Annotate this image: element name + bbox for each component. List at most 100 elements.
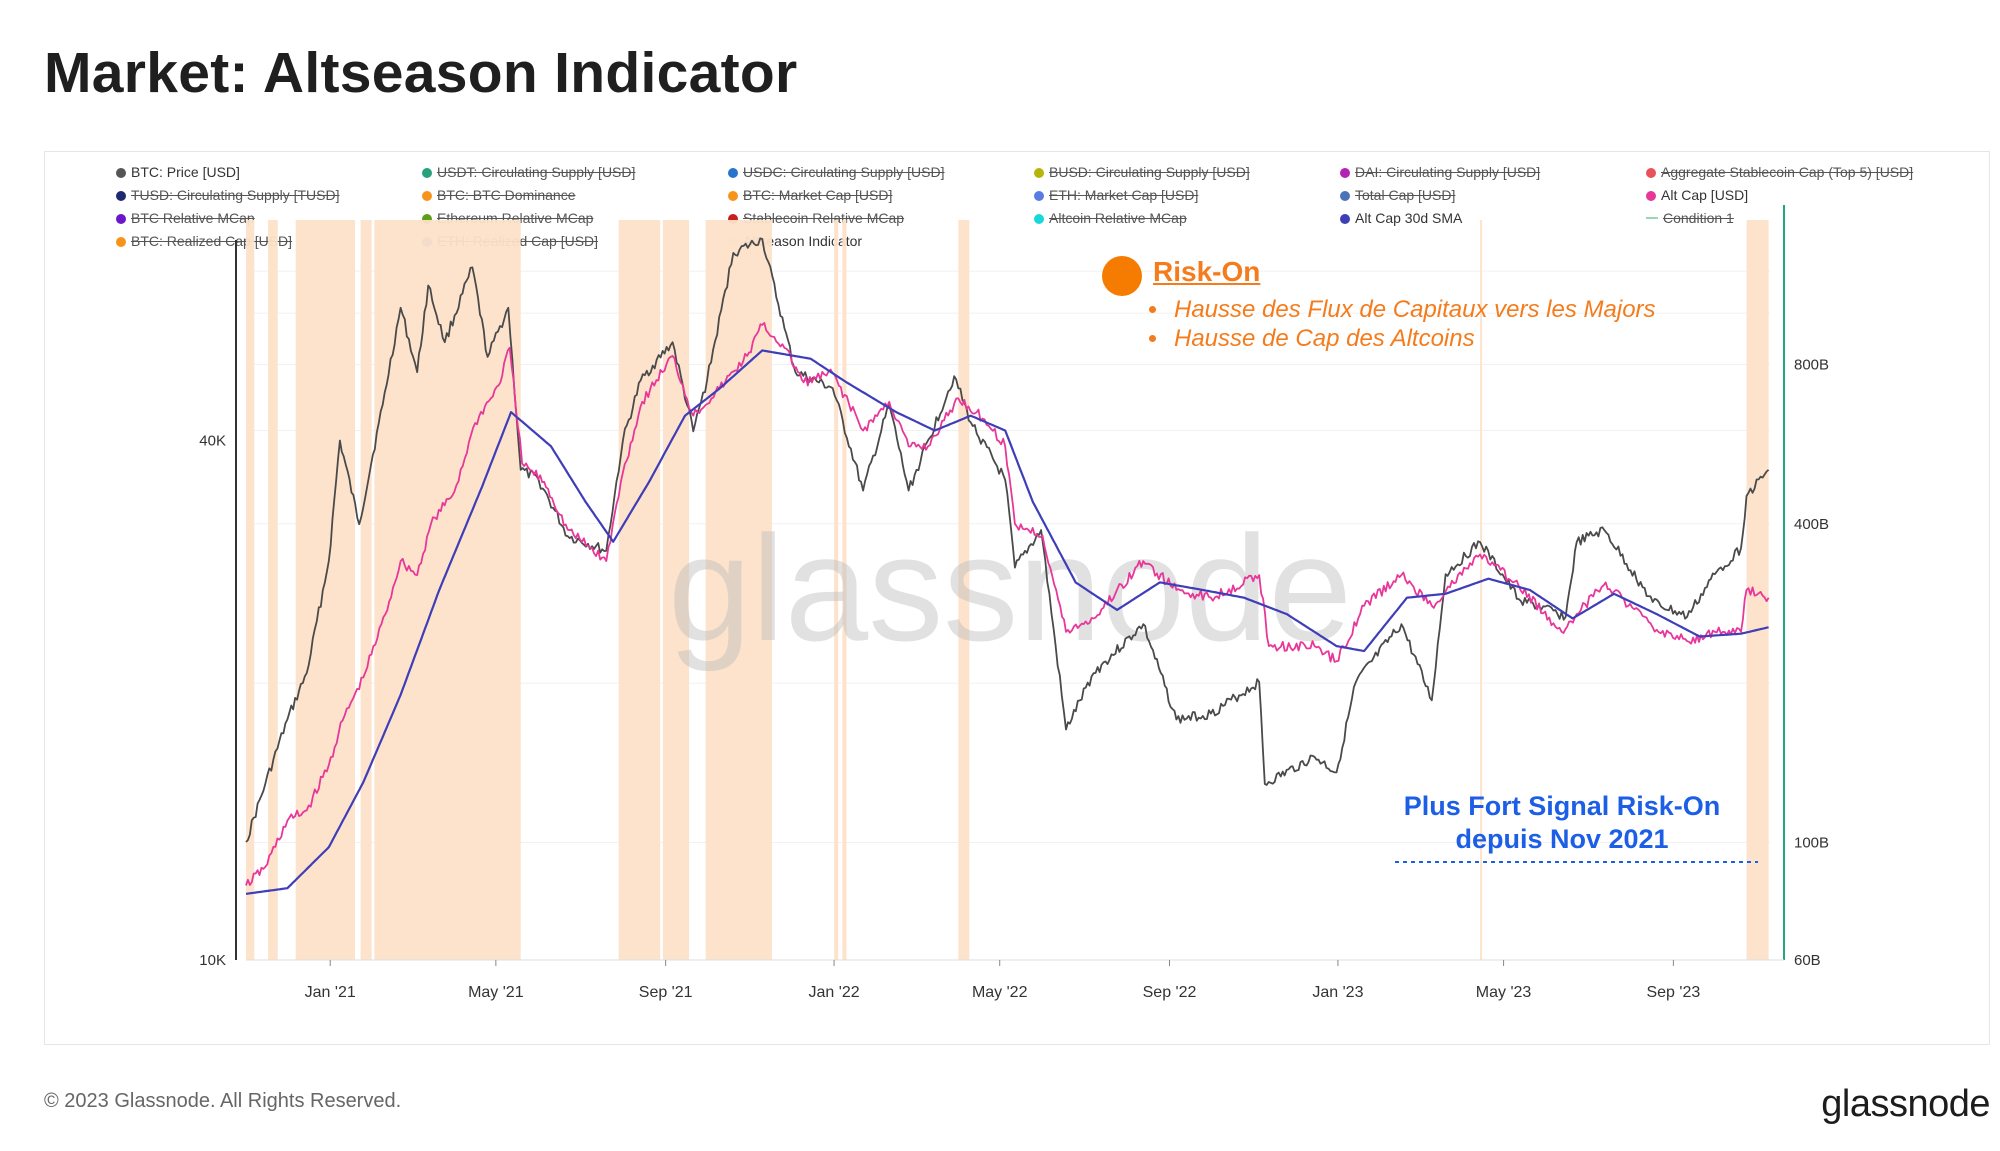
x-tick-label: Sep '22 bbox=[1143, 984, 1197, 1001]
legend-item[interactable]: DAI: Circulating Supply [USD] bbox=[1340, 162, 1540, 182]
legend-label: BTC: Price [USD] bbox=[131, 164, 240, 180]
altseason-band bbox=[618, 220, 661, 960]
y-left-tick-label: 40K bbox=[199, 433, 226, 450]
altseason-band bbox=[1746, 220, 1769, 960]
legend-dot-icon bbox=[1646, 191, 1656, 201]
series-line bbox=[245, 321, 1770, 886]
legend-dot-icon bbox=[1034, 214, 1044, 224]
altseason-band bbox=[958, 220, 970, 960]
y-right-tick-label: 60B bbox=[1794, 952, 1821, 969]
legend-item[interactable]: BTC Relative MCap bbox=[116, 208, 255, 228]
legend-label: Aggregate Stablecoin Cap (Top 5) [USD] bbox=[1661, 164, 1914, 180]
legend-label: Alt Cap [USD] bbox=[1661, 187, 1749, 203]
risk-on-dot-icon bbox=[1102, 256, 1142, 296]
legend-item[interactable]: USDC: Circulating Supply [USD] bbox=[728, 162, 945, 182]
legend-label: BTC: BTC Dominance bbox=[437, 187, 576, 203]
legend-label: Altcoin Relative MCap bbox=[1049, 210, 1187, 226]
legend-dot-icon bbox=[1034, 168, 1044, 178]
legend-dot-icon bbox=[1340, 168, 1350, 178]
series-line bbox=[245, 237, 1770, 843]
legend-item[interactable]: Aggregate Stablecoin Cap (Top 5) [USD] bbox=[1646, 162, 1913, 182]
legend-item[interactable]: BTC: Market Cap [USD] bbox=[728, 185, 892, 205]
y-right-tick-label: 100B bbox=[1794, 835, 1829, 852]
page-title: Market: Altseason Indicator bbox=[44, 41, 798, 105]
legend-dot-icon bbox=[1340, 214, 1350, 224]
x-tick-label: May '21 bbox=[468, 984, 524, 1001]
legend-label: BUSD: Circulating Supply [USD] bbox=[1049, 164, 1250, 180]
legend-label: USDC: Circulating Supply [USD] bbox=[743, 164, 945, 180]
x-tick-label: Jan '22 bbox=[809, 984, 860, 1001]
altseason-band bbox=[705, 220, 772, 960]
legend-dot-icon bbox=[728, 191, 738, 201]
legend-item[interactable]: ETH: Market Cap [USD] bbox=[1034, 185, 1198, 205]
x-tick-label: Jan '21 bbox=[305, 984, 356, 1001]
altseason-band bbox=[360, 220, 372, 960]
glassnode-logo[interactable]: glassnode bbox=[1821, 1083, 1990, 1125]
risk-on-bullet: Hausse des Flux de Capitaux vers les Maj… bbox=[1170, 295, 1656, 324]
x-tick-label: Sep '21 bbox=[639, 984, 693, 1001]
legend-dot-icon bbox=[116, 237, 126, 247]
legend-item[interactable]: Altcoin Relative MCap bbox=[1034, 208, 1187, 228]
altseason-band bbox=[374, 220, 521, 960]
altseason-band bbox=[834, 220, 839, 960]
legend-item[interactable]: BTC: Price [USD] bbox=[116, 162, 240, 182]
watermark: glassnode bbox=[668, 504, 1352, 672]
legend-label: DAI: Circulating Supply [USD] bbox=[1355, 164, 1541, 180]
series-line bbox=[245, 349, 1769, 895]
altseason-band bbox=[246, 220, 255, 960]
y-right-tick-label: 800B bbox=[1794, 356, 1829, 373]
legend-label: ETH: Market Cap [USD] bbox=[1049, 187, 1199, 203]
y-left-tick-label: 10K bbox=[199, 952, 226, 969]
legend-label: Total Cap [USD] bbox=[1355, 187, 1456, 203]
legend-label: Altseason Indicator bbox=[743, 233, 863, 249]
legend-label: BTC: Market Cap [USD] bbox=[743, 187, 893, 203]
legend-item[interactable]: Stablecoin Relative MCap bbox=[728, 208, 904, 228]
legend-item[interactable]: Condition 1 bbox=[1646, 208, 1734, 228]
altseason-band bbox=[662, 220, 690, 960]
legend-label: Alt Cap 30d SMA bbox=[1355, 210, 1463, 226]
chart-legend: BTC: Price [USD] USDT: Circulating Supply… bbox=[116, 162, 1976, 254]
risk-on-bullets: Hausse des Flux de Capitaux vers les Maj… bbox=[1142, 295, 1656, 353]
legend-label: TUSD: Circulating Supply [TUSD] bbox=[131, 187, 340, 203]
chart-frame bbox=[44, 151, 1990, 1045]
legend-dot-icon bbox=[728, 214, 738, 224]
x-tick-label: May '23 bbox=[1476, 984, 1532, 1001]
legend-dot-icon bbox=[422, 191, 432, 201]
legend-dot-icon bbox=[116, 191, 126, 201]
legend-dot-icon bbox=[1340, 191, 1350, 201]
altseason-band bbox=[268, 220, 278, 960]
legend-item[interactable]: Alt Cap [USD] bbox=[1646, 185, 1748, 205]
legend-item[interactable]: Total Cap [USD] bbox=[1340, 185, 1455, 205]
legend-line-icon bbox=[1646, 217, 1658, 219]
legend-dot-icon bbox=[1034, 191, 1044, 201]
footer-copyright: © 2023 Glassnode. All Rights Reserved. bbox=[44, 1090, 402, 1112]
altseason-band bbox=[295, 220, 356, 960]
legend-dot-icon bbox=[116, 168, 126, 178]
legend-dot-icon bbox=[1646, 168, 1656, 178]
x-tick-label: Jan '23 bbox=[1312, 984, 1363, 1001]
x-tick-label: May '22 bbox=[972, 984, 1028, 1001]
legend-item[interactable]: USDT: Circulating Supply [USD] bbox=[422, 162, 635, 182]
legend-dot-icon bbox=[728, 168, 738, 178]
altseason-band bbox=[1480, 220, 1483, 960]
legend-label: Condition 1 bbox=[1663, 210, 1734, 226]
risk-on-bullet: Hausse de Cap des Altcoins bbox=[1170, 324, 1656, 353]
altseason-band bbox=[842, 220, 847, 960]
legend-item[interactable]: Alt Cap 30d SMA bbox=[1340, 208, 1462, 228]
y-right-tick-label: 400B bbox=[1794, 516, 1829, 533]
signal-annotation-line2: depuis Nov 2021 bbox=[1455, 824, 1669, 854]
legend-dot-icon bbox=[422, 168, 432, 178]
legend-label: Stablecoin Relative MCap bbox=[743, 210, 905, 226]
legend-dot-icon bbox=[116, 214, 126, 224]
legend-item[interactable]: BTC: BTC Dominance bbox=[422, 185, 575, 205]
legend-label: USDT: Circulating Supply [USD] bbox=[437, 164, 636, 180]
legend-label: BTC Relative MCap bbox=[131, 210, 255, 226]
legend-dot-icon bbox=[422, 214, 432, 224]
risk-on-title: Risk-On bbox=[1153, 256, 1261, 287]
x-tick-label: Sep '23 bbox=[1646, 984, 1700, 1001]
signal-annotation: Plus Fort Signal Risk-On depuis Nov 2021 bbox=[1372, 790, 1752, 856]
signal-annotation-line1: Plus Fort Signal Risk-On bbox=[1403, 791, 1721, 821]
legend-item[interactable]: TUSD: Circulating Supply [TUSD] bbox=[116, 185, 340, 205]
legend-item[interactable]: BUSD: Circulating Supply [USD] bbox=[1034, 162, 1250, 182]
